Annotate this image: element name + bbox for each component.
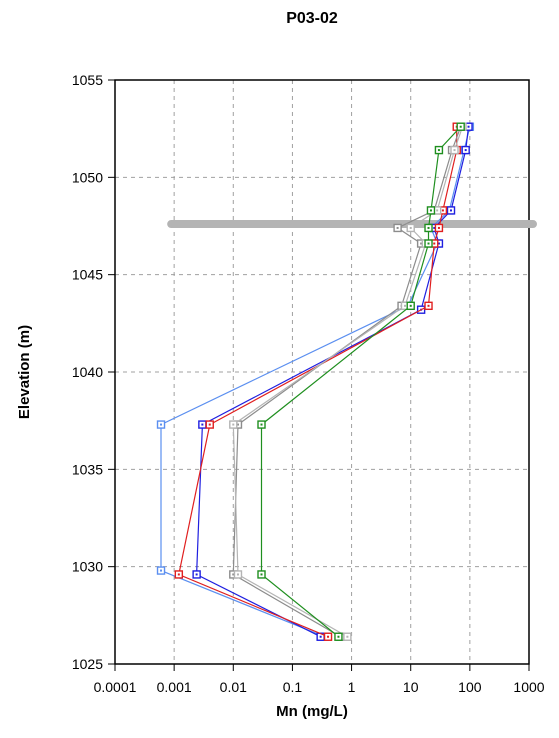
data-point-dot [232,573,235,576]
x-tick-label: 0.1 [283,679,303,695]
series-2 [174,122,461,641]
data-point-dot [433,242,436,245]
data-point-dot [160,423,163,426]
y-tick-label: 1025 [72,656,103,672]
data-point-dot [420,242,423,245]
x-tick-label: 0.01 [220,679,247,695]
data-point-dot [319,635,322,638]
data-point-dot [346,635,349,638]
y-tick-label: 1040 [72,364,103,380]
data-point-dot [459,125,462,128]
data-point-dot [177,573,180,576]
series-line [178,126,458,638]
data-point-dot [441,209,444,212]
data-point-dot [396,226,399,229]
data-point-dot [427,304,430,307]
series-1 [192,122,473,641]
x-tick-label: 100 [458,679,482,695]
data-point-dot [260,423,263,426]
grid [115,80,529,664]
y-tick-label: 1035 [72,461,103,477]
data-point-dot [453,149,456,152]
x-axis-label: Mn (mg/L) [276,703,348,720]
data-point-dot [201,423,204,426]
data-point-dot [467,125,470,128]
x-tick-label: 10 [403,679,419,695]
data-point-dot [433,226,436,229]
y-tick-label: 1050 [72,169,103,185]
data-point-dot [160,569,163,572]
data-point-dot [427,226,430,229]
axis-ticks: 0.0001 0.001 0.01 0.1 1 10 100 1000 1025 1030 1035… [72,72,545,695]
data-point-dot [337,635,340,638]
data-point-dot [208,423,211,426]
data-point-dot [437,149,440,152]
chart-title: P03-02 [286,10,338,27]
data-point-dot [450,209,453,212]
data-point-dot [429,209,432,212]
series-4 [229,122,467,641]
data-point-dot [327,635,330,638]
y-tick-label: 1055 [72,72,103,88]
data-point-dot [464,149,467,152]
data-point-dot [260,573,263,576]
series-line [260,126,462,638]
data-point-dot [232,423,235,426]
data-point-dot [236,573,239,576]
data-point-dot [403,304,406,307]
data-point-dot [409,226,412,229]
data-point-dot [195,573,198,576]
y-tick-label: 1030 [72,559,103,575]
x-tick-label: 1000 [513,679,544,695]
y-tick-label: 1045 [72,267,103,283]
series-3 [229,122,465,641]
series-line [232,126,464,638]
series-5 [257,122,465,641]
data-point-dot [236,423,239,426]
data-point-dot [437,242,440,245]
data-point-dot [427,242,430,245]
series-group [156,122,475,641]
x-tick-label: 0.0001 [94,679,137,695]
data-point-dot [409,304,412,307]
series-line [232,126,462,638]
y-axis-label: Elevation (m) [16,325,33,419]
data-point-dot [436,209,439,212]
x-tick-label: 1 [348,679,356,695]
data-point-dot [437,226,440,229]
x-tick-label: 0.001 [157,679,192,695]
